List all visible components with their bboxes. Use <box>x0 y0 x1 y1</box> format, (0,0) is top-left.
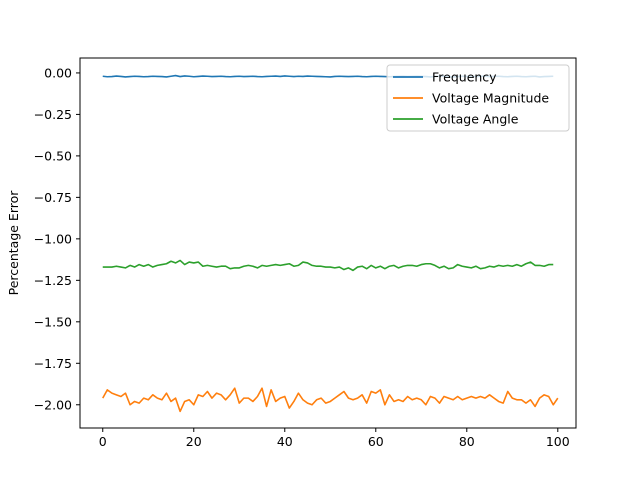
y-tick-label-3: −0.75 <box>34 190 72 205</box>
series-line-2 <box>102 259 554 272</box>
y-tick-label-6: −1.50 <box>34 314 72 329</box>
x-tick-label-5: 100 <box>546 434 570 449</box>
x-tick-label-2: 40 <box>277 434 293 449</box>
x-tick-label-3: 60 <box>368 434 384 449</box>
legend: Frequency Voltage Magnitude Voltage Angle <box>386 64 570 132</box>
x-tick-label-4: 80 <box>459 434 475 449</box>
y-tick-label-4: −1.00 <box>34 231 72 246</box>
series-line-1 <box>102 387 559 413</box>
legend-label-0: Frequency <box>432 70 497 85</box>
legend-box <box>386 64 570 132</box>
legend-label-1: Voltage Magnitude <box>432 91 549 106</box>
x-tick-label-1: 20 <box>186 434 202 449</box>
y-axis-label: Percentage Error <box>6 190 21 296</box>
y-tick-label-7: −1.75 <box>34 356 72 371</box>
plot-frame <box>79 57 577 429</box>
y-tick-label-0: 0.00 <box>44 65 72 80</box>
y-tick-label-2: −0.50 <box>34 148 72 163</box>
legend-label-2: Voltage Angle <box>432 112 519 127</box>
x-axis: 0 20 40 60 80 100 <box>99 428 570 449</box>
x-tick-label-0: 0 <box>99 434 107 449</box>
y-tick-label-5: −1.25 <box>34 273 72 288</box>
y-axis: 0.00 −0.25 −0.50 −0.75 −1.00 −1.25 −1.50 −1.75 −… <box>34 65 80 412</box>
y-tick-label-8: −2.00 <box>34 397 72 412</box>
y-tick-label-1: −0.25 <box>34 107 72 122</box>
